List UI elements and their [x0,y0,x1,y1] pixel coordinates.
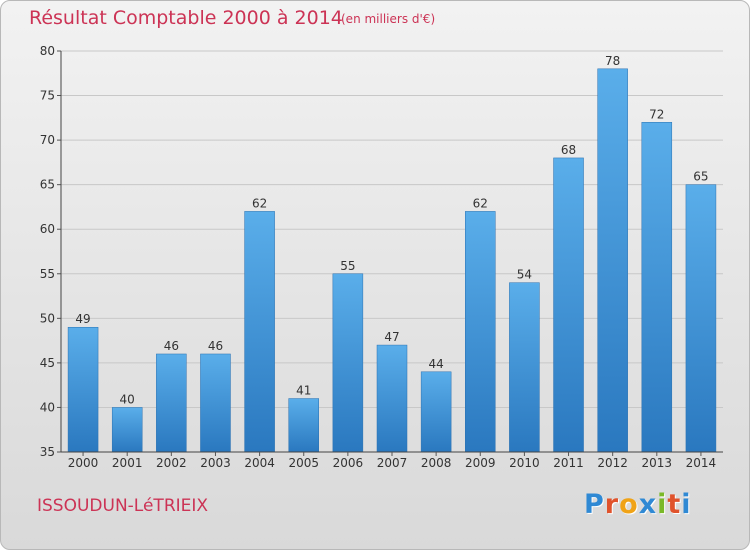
bar-2010 [509,282,540,453]
x-tick-label: 2005 [288,456,319,470]
logo-letter: r [604,489,620,520]
y-tick-label: 55 [40,267,55,281]
chart-subtitle: (en milliers d'€) [341,12,436,26]
bar-2003 [200,353,231,453]
x-tick-label: 2014 [686,456,717,470]
proxiti-logo: Proxiti [584,489,692,520]
x-tick-label: 2010 [509,456,540,470]
chart-title: Résultat Comptable 2000 à 2014 [29,7,343,29]
x-tick-label: 2013 [642,456,673,470]
x-tick-label: 2009 [465,456,496,470]
bar-2001 [111,407,143,453]
logo-letter: x [638,489,658,520]
bar-2004 [244,211,275,453]
bar-2008 [420,371,452,453]
bar-2000 [67,326,99,453]
bar-value-label: 62 [473,196,488,210]
y-tick-label: 80 [40,44,55,58]
bar-value-label: 41 [296,384,311,398]
bar-value-label: 62 [252,196,267,210]
bar-value-label: 47 [384,330,399,344]
bar-value-label: 40 [120,392,135,406]
bar-2011 [553,157,584,453]
bar-2005 [288,398,319,453]
commune-name: ISSOUDUN-LéTRIEIX [37,496,209,516]
x-tick-label: 2003 [200,456,231,470]
bar-value-label: 68 [561,143,576,157]
logo-letter: o [619,489,639,520]
bar-2012 [597,68,628,453]
x-tick-label: 2006 [333,456,364,470]
bar-value-label: 72 [649,107,664,121]
bar-2014 [685,184,717,453]
y-tick-label: 65 [40,178,55,192]
y-tick-label: 45 [40,356,55,370]
bar-value-label: 49 [75,312,90,326]
x-tick-label: 2012 [597,456,628,470]
logo-letter: t [667,489,682,520]
bar-value-label: 44 [428,357,443,371]
x-tick-label: 2000 [68,456,99,470]
bar-2007 [376,344,408,453]
bar-2013 [641,122,673,453]
x-tick-label: 2008 [421,456,452,470]
y-tick-label: 60 [40,222,55,236]
y-tick-label: 70 [40,133,55,147]
bar-value-label: 65 [693,170,708,184]
x-tick-label: 2002 [156,456,187,470]
y-tick-label: 75 [40,89,55,103]
bar-2002 [156,353,187,453]
logo-letter: P [584,489,605,520]
y-tick-label: 50 [40,311,55,325]
x-tick-label: 2004 [244,456,275,470]
bar-value-label: 55 [340,259,355,273]
y-tick-label: 35 [40,445,55,459]
bar-value-label: 78 [605,54,620,68]
bar-2006 [332,273,364,453]
x-tick-label: 2007 [377,456,408,470]
bar-2009 [465,211,496,453]
x-tick-label: 2011 [553,456,584,470]
logo-letter: i [657,489,668,520]
bar-value-label: 46 [208,339,223,353]
y-tick-label: 40 [40,400,55,414]
bar-value-label: 54 [517,268,532,282]
bar-value-label: 46 [164,339,179,353]
logo-letter: i [681,489,692,520]
x-tick-label: 2001 [112,456,143,470]
